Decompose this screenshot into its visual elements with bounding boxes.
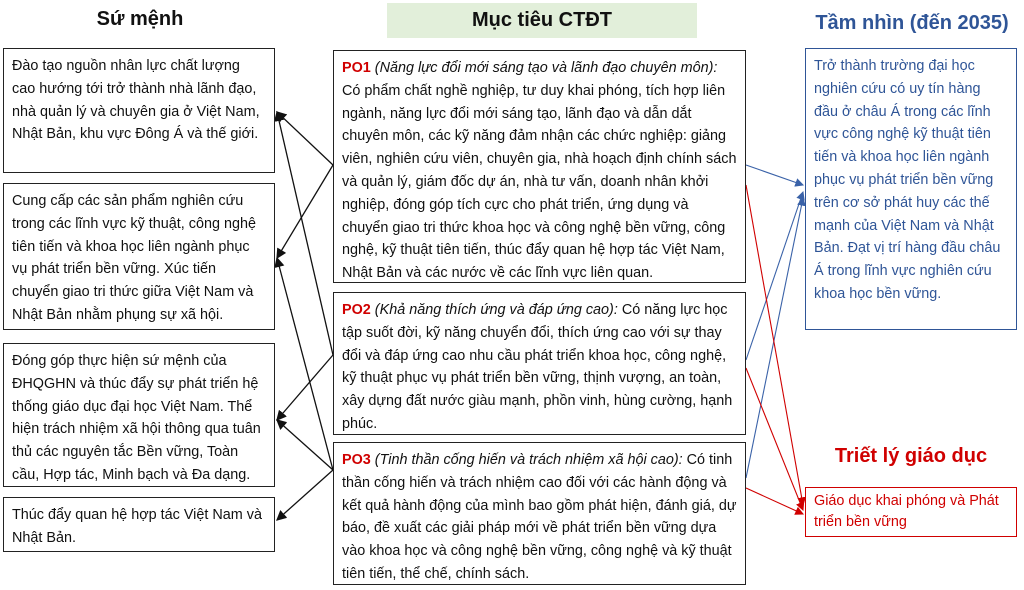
po-code: PO3 <box>342 452 371 468</box>
po-code: PO1 <box>342 60 371 76</box>
po-text: Có phẩm chất nghề nghiệp, tư duy khai ph… <box>342 82 737 282</box>
mission-item: Cung cấp các sản phẩm nghiên cứu trong c… <box>3 183 275 330</box>
vision-text: Trở thành trường đại học nghiên cứu có u… <box>805 48 1017 330</box>
po-code: PO2 <box>342 302 371 318</box>
philosophy-links <box>745 184 806 515</box>
philosophy-text: Giáo dục khai phóng và Phát triển bền vữ… <box>805 487 1017 537</box>
mission-item: Đào tạo nguồn nhân lực chất lượng cao hư… <box>3 48 275 173</box>
philosophy-title: Triết lý giáo dục <box>834 445 988 467</box>
po-title: (Tinh thần cống hiến và trách nhiệm xã h… <box>374 452 683 468</box>
po-title: (Khả năng thích ứng và đáp ứng cao): <box>374 302 618 318</box>
mission-links <box>273 110 334 521</box>
mission-title: Sứ mệnh <box>96 8 184 30</box>
mission-item: Thúc đẩy quan hệ hợp tác Việt Nam và Nhậ… <box>3 497 275 552</box>
vision-title: Tầm nhìn (đến 2035) <box>815 12 1009 34</box>
po-text: Có năng lực học tập suốt đời, kỹ năng ch… <box>342 302 733 432</box>
vision-links <box>745 164 806 479</box>
objectives-title: Mục tiêu CTĐT <box>387 3 697 38</box>
mission-item: Đóng góp thực hiện sứ mệnh của ĐHQGHN và… <box>3 343 275 487</box>
po-text: Có tinh thần cống hiến và trách nhiệm ca… <box>342 452 737 582</box>
objective: PO3 (Tinh thần cống hiến và trách nhiệm … <box>333 442 746 585</box>
po-title: (Năng lực đổi mới sáng tạo và lãnh đạo c… <box>374 60 718 76</box>
objective: PO2 (Khả năng thích ứng và đáp ứng cao):… <box>333 292 746 435</box>
objective: PO1 (Năng lực đổi mới sáng tạo và lãnh đ… <box>333 50 746 283</box>
